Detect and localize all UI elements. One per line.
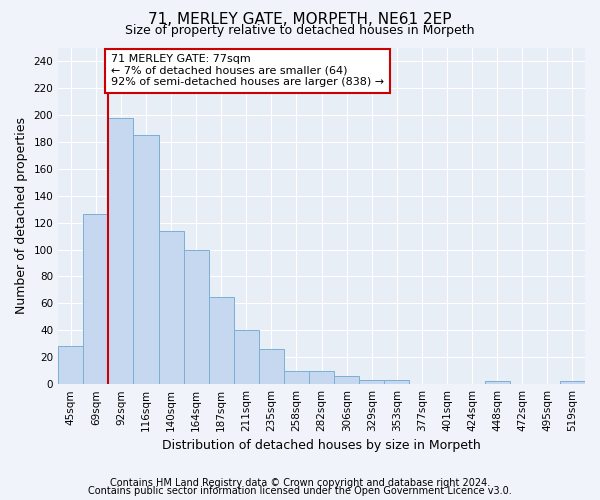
Text: Size of property relative to detached houses in Morpeth: Size of property relative to detached ho…	[125, 24, 475, 37]
Bar	[184, 250, 209, 384]
Bar	[109, 118, 133, 384]
Text: 71 MERLEY GATE: 77sqm
← 7% of detached houses are smaller (64)
92% of semi-detac: 71 MERLEY GATE: 77sqm ← 7% of detached h…	[111, 54, 384, 88]
Y-axis label: Number of detached properties: Number of detached properties	[15, 118, 28, 314]
Bar	[359, 380, 385, 384]
X-axis label: Distribution of detached houses by size in Morpeth: Distribution of detached houses by size …	[162, 440, 481, 452]
Bar	[83, 214, 109, 384]
Bar	[209, 296, 234, 384]
Bar	[234, 330, 259, 384]
Bar	[560, 382, 585, 384]
Bar	[309, 370, 334, 384]
Text: Contains public sector information licensed under the Open Government Licence v3: Contains public sector information licen…	[88, 486, 512, 496]
Text: 71, MERLEY GATE, MORPETH, NE61 2EP: 71, MERLEY GATE, MORPETH, NE61 2EP	[148, 12, 452, 28]
Text: Contains HM Land Registry data © Crown copyright and database right 2024.: Contains HM Land Registry data © Crown c…	[110, 478, 490, 488]
Bar	[133, 135, 158, 384]
Bar	[284, 370, 309, 384]
Bar	[334, 376, 359, 384]
Bar	[259, 349, 284, 384]
Bar	[485, 382, 510, 384]
Bar	[58, 346, 83, 384]
Bar	[385, 380, 409, 384]
Bar	[158, 230, 184, 384]
